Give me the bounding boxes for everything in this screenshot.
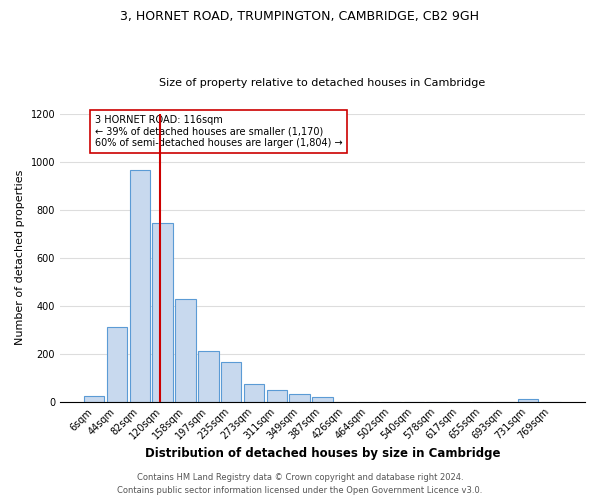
Bar (107, 328, 127, 402)
Bar (518, 400, 538, 402)
Text: Contains HM Land Registry data © Crown copyright and database right 2024.
Contai: Contains HM Land Registry data © Crown c… (118, 474, 482, 495)
Bar (312, 398, 333, 402)
Bar (221, 362, 241, 402)
X-axis label: Distribution of detached houses by size in Cambridge: Distribution of detached houses by size … (145, 447, 500, 460)
Text: 3 HORNET ROAD: 116sqm
← 39% of detached houses are smaller (1,170)
60% of semi-d: 3 HORNET ROAD: 116sqm ← 39% of detached … (95, 115, 342, 148)
Y-axis label: Number of detached properties: Number of detached properties (15, 170, 25, 346)
Bar (244, 384, 264, 402)
Bar (175, 298, 196, 402)
Bar (289, 394, 310, 402)
Bar (130, 170, 150, 402)
Bar (198, 352, 218, 402)
Text: 3, HORNET ROAD, TRUMPINGTON, CAMBRIDGE, CB2 9GH: 3, HORNET ROAD, TRUMPINGTON, CAMBRIDGE, … (121, 10, 479, 23)
Bar (84, 396, 104, 402)
Bar (152, 223, 173, 402)
Title: Size of property relative to detached houses in Cambridge: Size of property relative to detached ho… (160, 78, 485, 88)
Bar (266, 390, 287, 402)
